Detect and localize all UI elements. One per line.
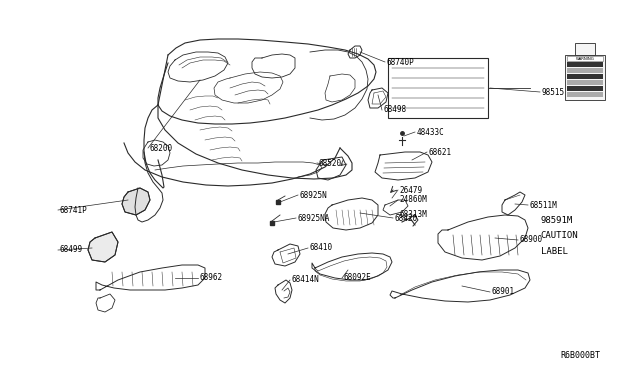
Text: 68962: 68962 xyxy=(199,273,223,282)
Bar xyxy=(567,62,603,67)
Text: CAUTION: CAUTION xyxy=(541,231,579,240)
Text: 68511M: 68511M xyxy=(529,201,557,209)
Bar xyxy=(388,58,488,118)
Text: 68313M: 68313M xyxy=(399,209,427,218)
Text: 68092E: 68092E xyxy=(343,273,371,282)
Bar xyxy=(575,43,595,55)
Bar xyxy=(567,74,603,79)
Bar xyxy=(567,56,603,61)
Text: LABEL: LABEL xyxy=(541,247,568,256)
Text: 68901: 68901 xyxy=(492,288,515,296)
Text: 24860M: 24860M xyxy=(399,196,427,205)
Text: 68925NA: 68925NA xyxy=(298,214,330,222)
Bar xyxy=(567,86,603,91)
Text: 68925N: 68925N xyxy=(300,190,327,199)
Text: 26479: 26479 xyxy=(399,186,422,195)
Text: 98515: 98515 xyxy=(541,87,564,96)
Text: 68498: 68498 xyxy=(383,106,406,115)
Bar xyxy=(567,80,603,85)
Text: 68621: 68621 xyxy=(428,148,451,157)
Text: 98591M: 98591M xyxy=(541,216,573,225)
Text: 68414N: 68414N xyxy=(291,276,319,285)
Polygon shape xyxy=(122,188,150,215)
Text: 68420: 68420 xyxy=(394,214,417,222)
Text: 68200: 68200 xyxy=(149,144,172,153)
Text: 68499: 68499 xyxy=(60,246,83,254)
Text: 68741P: 68741P xyxy=(60,205,87,215)
Bar xyxy=(567,92,603,97)
Text: 68740P: 68740P xyxy=(387,58,414,67)
Text: WARNING: WARNING xyxy=(575,57,595,61)
Bar xyxy=(565,55,605,100)
Text: R6B000BT: R6B000BT xyxy=(560,351,600,360)
Text: 68410: 68410 xyxy=(309,244,332,253)
Text: 68520: 68520 xyxy=(318,158,341,167)
Polygon shape xyxy=(88,232,118,262)
Text: 68900: 68900 xyxy=(519,235,543,244)
Bar xyxy=(567,68,603,73)
Text: 48433C: 48433C xyxy=(416,128,444,137)
